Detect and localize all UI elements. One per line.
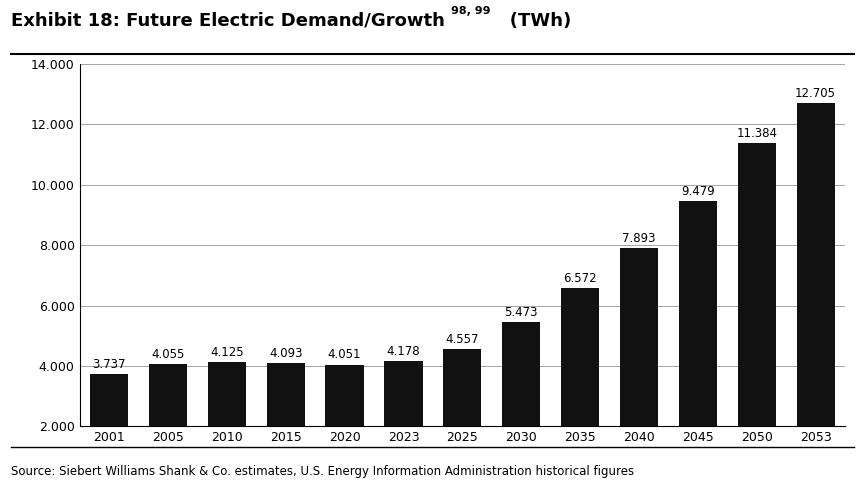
Bar xyxy=(561,288,599,487)
Text: 5.473: 5.473 xyxy=(504,306,538,318)
Bar xyxy=(502,321,541,487)
Bar xyxy=(679,201,717,487)
Text: 6.572: 6.572 xyxy=(563,272,597,285)
Text: 4.055: 4.055 xyxy=(151,349,184,361)
Text: Source: Siebert Williams Shank & Co. estimates, U.S. Energy Information Administ: Source: Siebert Williams Shank & Co. est… xyxy=(11,465,634,478)
Text: 4.051: 4.051 xyxy=(328,349,362,361)
Bar xyxy=(149,364,187,487)
Text: 9.479: 9.479 xyxy=(681,184,714,198)
Text: 4.557: 4.557 xyxy=(445,333,479,346)
Text: 4.125: 4.125 xyxy=(210,346,244,359)
Bar xyxy=(738,143,776,487)
Text: 12.705: 12.705 xyxy=(795,87,836,100)
Bar xyxy=(443,349,482,487)
Bar xyxy=(90,374,128,487)
Text: 4.178: 4.178 xyxy=(387,345,420,357)
Bar xyxy=(384,361,423,487)
Bar xyxy=(266,363,304,487)
Bar xyxy=(620,248,658,487)
Text: (TWh): (TWh) xyxy=(490,12,571,30)
Text: 7.893: 7.893 xyxy=(622,233,656,246)
Bar xyxy=(208,362,246,487)
Text: 4.093: 4.093 xyxy=(269,347,303,360)
Text: 11.384: 11.384 xyxy=(736,127,778,140)
Text: 98, 99: 98, 99 xyxy=(452,5,490,16)
Text: 3.737: 3.737 xyxy=(93,358,125,371)
Bar xyxy=(325,364,363,487)
Bar xyxy=(797,103,835,487)
Text: Exhibit 18: Future Electric Demand/Growth: Exhibit 18: Future Electric Demand/Growt… xyxy=(11,12,452,30)
